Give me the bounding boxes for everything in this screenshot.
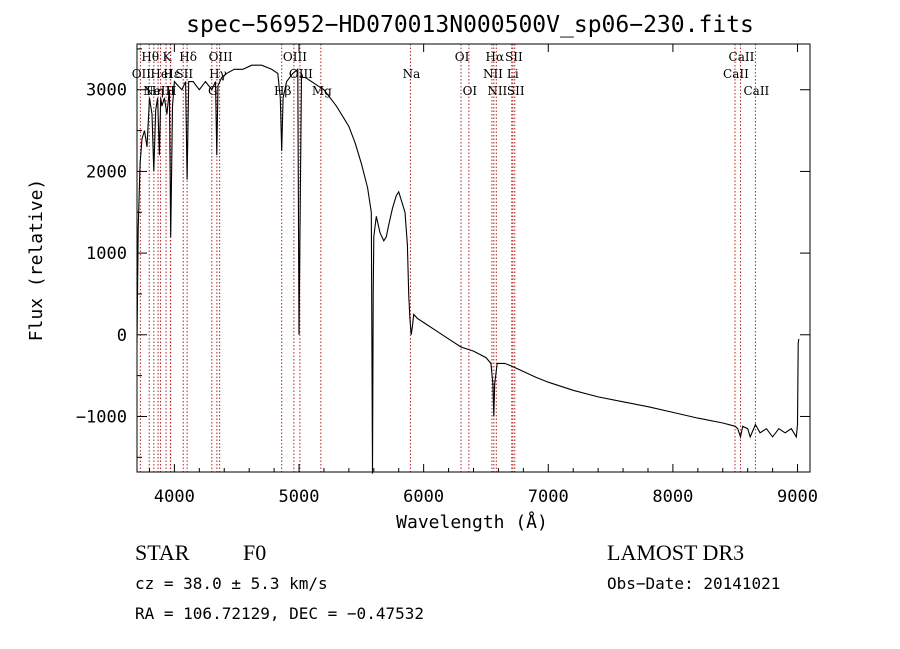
spectral-line-label: NeIII [143,84,175,98]
spectral-line-label: Hθ [141,50,159,64]
spectral-line-label: NII [487,84,507,98]
spectral-subclass: F0 [243,540,267,565]
y-tick-label: −1000 [76,407,127,427]
survey-name: LAMOST DR3 [607,540,745,565]
spectral-line-label: OI [463,84,478,98]
y-tick-label: 2000 [86,162,127,182]
y-tick-label: 0 [117,326,127,346]
spectral-lines-layer [139,44,756,472]
y-tick-label: 3000 [86,81,127,101]
spectral-line-label: SII [507,84,525,98]
spectral-line-label: OII [132,67,152,81]
y-tick-label: 1000 [86,244,127,264]
x-tick-label: 4000 [154,487,195,507]
x-tick-label: 5000 [279,487,320,507]
y-axis-label: Flux (relative) [26,179,47,342]
spectral-line-labels-layer: OIIHθHηNeIIIHeIKHHεSIIHδGHγOIIIHβOIIIOII… [132,50,770,98]
chart-title: spec−56952−HD070013N000500V_sp06−230.fit… [186,12,754,38]
x-axis: 4000 5000 6000 7000 8000 9000 [148,44,818,507]
spectral-line-label: HeI [150,67,173,81]
spectral-line-label: CaII [729,50,755,64]
redshift-cz: cz = 38.0 ± 5.3 km/s [135,574,328,593]
spectral-line-label: Hδ [179,50,197,64]
observation-date: Obs−Date: 20141021 [607,574,781,593]
spectral-line-label: Na [403,67,421,81]
y-axis: 3000 2000 1000 0 −1000 [76,48,810,458]
spectral-line-label: K [163,50,173,64]
spectral-line-label: OIII [283,50,307,64]
series-layer [136,64,800,474]
spectral-line-label: H [166,84,176,98]
x-axis-label: Wavelength (Å) [396,511,548,533]
spectral-line-label: Hη [146,84,164,98]
x-tick-label: 9000 [777,487,818,507]
x-tick-label: 6000 [403,487,444,507]
spectral-line-label: Hα [486,50,505,64]
spectral-line-label: NII [483,67,503,81]
ra-dec-coordinates: RA = 106.72129, DEC = −0.47532 [135,604,424,623]
flux-series-line [136,64,800,474]
x-tick-label: 8000 [652,487,693,507]
spectral-line-label: CaII [743,84,769,98]
spectral-line-label: OIII [209,50,233,64]
spectral-line-label: SII [505,50,523,64]
spectral-line-label: Hβ [274,84,291,98]
spectral-line-label: G [208,84,218,98]
spectral-line-label: OI [455,50,470,64]
object-class: STAR [135,540,190,565]
x-tick-label: 7000 [528,487,569,507]
spectral-line-label: Hε [163,67,180,81]
spectral-line-label: CaII [723,67,749,81]
spectral-line-label: Hγ [209,67,227,81]
spectral-line-label: SII [175,67,193,81]
plot-frame [136,43,811,473]
spectral-line-label: Li [507,67,519,81]
